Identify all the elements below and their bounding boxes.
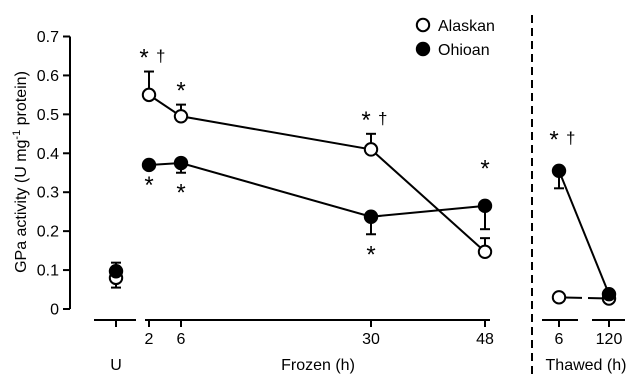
significance-star: *	[361, 107, 370, 134]
x-tick-label: 6	[555, 331, 564, 348]
alaskan-point-frozen	[477, 244, 493, 259]
svg-text:GPa activity (U mg-1 protein): GPa activity (U mg-1 protein)	[11, 71, 30, 273]
significance-star: *	[139, 45, 148, 72]
ohioan-point-frozen	[173, 155, 189, 171]
x-tick-label: 120	[596, 331, 623, 348]
x-group-label-thawed: Thawed (h)	[546, 357, 627, 374]
significance-marks: * † * * † * * * * * †	[139, 45, 575, 269]
series-layer	[108, 70, 617, 306]
alaskan-point-frozen	[173, 109, 189, 124]
x-group-label-frozen: Frozen (h)	[281, 357, 355, 374]
legend-label-alaskan: Alaskan	[438, 18, 495, 35]
y-tick-label: 0	[50, 302, 59, 319]
legend-label-ohioan: Ohioan	[438, 42, 490, 59]
y-tick-label: 0.3	[37, 185, 59, 202]
x-tick-label: 30	[362, 331, 380, 348]
y-axis-title: GPa activity (U mg-1 protein)	[11, 71, 30, 273]
significance-star: *	[176, 180, 185, 207]
y-tick-label: 0.4	[37, 146, 59, 163]
significance-dagger: †	[566, 128, 575, 147]
significance-star: *	[176, 78, 185, 105]
significance-dagger: †	[156, 47, 165, 66]
alaskan-point-frozen	[363, 142, 379, 157]
y-tick-label: 0.2	[37, 224, 59, 241]
x-group-label-unfrozen: U	[110, 357, 122, 374]
legend-marker-ohioan	[415, 41, 431, 57]
alaskan-point-thawed	[551, 290, 567, 305]
significance-star: *	[480, 155, 489, 182]
legend-marker-alaskan	[415, 17, 431, 33]
significance-star: *	[144, 172, 153, 199]
ohioan-point-thawed	[601, 287, 617, 302]
y-tick-label: 0.5	[37, 107, 59, 124]
y-tick-label: 0.1	[37, 263, 59, 280]
ohioan-point-thawed	[551, 163, 567, 178]
x-tick-label: 6	[177, 331, 186, 348]
ohioan-point-unfrozen	[108, 264, 124, 279]
alaskan-frozen-line	[148, 94, 486, 253]
ohioan-point-frozen	[477, 198, 493, 214]
ohioan-frozen-line	[148, 162, 486, 218]
x-tick-label: 2	[145, 331, 154, 348]
ohioan-point-frozen	[363, 209, 379, 224]
ohioan-thawed-line	[558, 170, 610, 295]
significance-dagger: †	[378, 109, 387, 128]
alaskan-point-frozen	[141, 87, 157, 103]
significance-star: *	[366, 241, 375, 268]
significance-star: *	[549, 126, 558, 153]
y-tick-label: 0.7	[37, 29, 59, 46]
x-tick-label: 48	[476, 331, 494, 348]
axis-break-gap	[582, 280, 588, 300]
y-tick-label: 0.6	[37, 68, 59, 85]
legend: Alaskan Ohioan	[415, 17, 495, 59]
axes: 0 0.1 0.2 0.3 0.4 0.5 0.6 0.7 2 6 30 48 6 120 U Frozen …	[37, 15, 627, 376]
ohioan-point-frozen	[141, 157, 157, 173]
